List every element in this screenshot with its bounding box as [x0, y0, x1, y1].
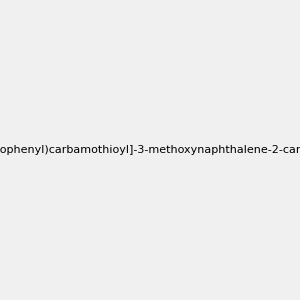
Text: N-[(4-fluorophenyl)carbamothioyl]-3-methoxynaphthalene-2-carboxamide: N-[(4-fluorophenyl)carbamothioyl]-3-meth… [0, 145, 300, 155]
